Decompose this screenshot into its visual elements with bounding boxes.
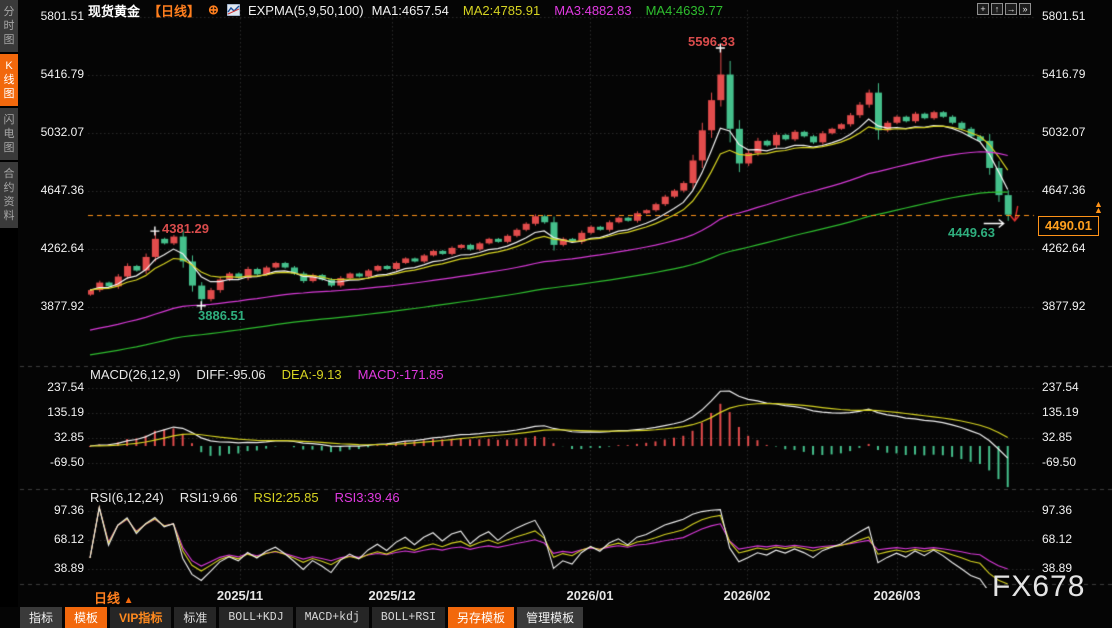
macd-header-row: MACD(26,12,9) DIFF:-95.06 DEA:-9.13 MACD… xyxy=(90,367,444,382)
ma-value-ma4: MA4:4639.77 xyxy=(645,2,723,18)
window-tool-icons: + ↑ →» xyxy=(977,3,1031,15)
ma-value-ma3: MA3:4882.83 xyxy=(554,2,632,18)
rsi-axis-tick-l-0: 97.36 xyxy=(53,503,84,517)
rsi-header-row: RSI(6,12,24) RSI1:9.66 RSI2:25.85 RSI3:3… xyxy=(90,490,400,505)
toolbar-vip-indicator[interactable]: VIP指标 xyxy=(110,607,172,628)
pan-icon[interactable]: + xyxy=(977,3,989,15)
x-axis-row: 日线 ▲ 2025/11 2025/12 2026/01 2026/02 2026/03 xyxy=(0,585,1112,607)
add-indicator-icon[interactable]: ⊕ xyxy=(208,2,219,17)
rsi-axis-tick-l-1: 68.12 xyxy=(53,532,84,546)
price-axis-tick-r-5: 3877.92 xyxy=(1042,299,1086,313)
macd-macd-value: MACD:-171.85 xyxy=(357,367,444,382)
last-price-tag: 4490.01 xyxy=(1038,216,1099,236)
annotation-trough1: 3886.51 xyxy=(198,308,245,323)
price-axis-tick-l-1: 5416.79 xyxy=(40,67,84,81)
macd-title: MACD(26,12,9) xyxy=(90,367,181,382)
period-label: 【日线】 xyxy=(148,3,201,19)
scale-x-icon[interactable]: → xyxy=(1005,3,1017,15)
x-axis-label-4: 2026/03 xyxy=(873,588,921,603)
indicator-chart-icon xyxy=(226,3,241,17)
ma-values: MA1:4657.54 MA2:4785.91 MA3:4882.83 MA4:463… xyxy=(372,3,723,18)
macd-diff-value: DIFF:-95.06 xyxy=(196,367,266,382)
price-axis-tick-r-4: 4262.64 xyxy=(1042,241,1086,255)
macd-axis-tick-l-1: 135.19 xyxy=(47,405,84,419)
ma-value-ma2: MA2:4785.91 xyxy=(462,2,541,18)
x-axis-label-0: 2025/11 xyxy=(216,588,264,603)
price-axis-tick-r-2: 5032.07 xyxy=(1042,125,1086,139)
watermark: FX678 xyxy=(992,570,1086,603)
sidebar-item-contract-info[interactable]: 合约资料 xyxy=(0,162,18,228)
sidebar-item-lightning-chart[interactable]: 闪电图 xyxy=(0,108,18,160)
sidebar-item-time-chart[interactable]: 分时图 xyxy=(0,0,18,52)
x-axis-label-2: 2026/01 xyxy=(566,588,614,603)
rsi-axis-tick-r-1: 68.12 xyxy=(1042,532,1073,546)
annotation-peak1: 4381.29 xyxy=(162,221,209,236)
toolbar-template[interactable]: 模板 xyxy=(65,607,108,628)
macd-axis-tick-l-2: 32.85 xyxy=(53,430,84,444)
bottom-toolbar: 指标 模板 VIP指标 标准 BOLL+KDJ MACD+kdj BOLL+RSI 另存模板管… xyxy=(0,607,1112,628)
toolbar-macd-kdj[interactable]: MACD+kdj xyxy=(295,607,369,628)
macd-axis-tick-l-0: 237.54 xyxy=(47,380,84,394)
macd-dea-value: DEA:-9.13 xyxy=(281,367,342,382)
price-axis-tick-r-1: 5416.79 xyxy=(1042,67,1086,81)
toolbar-standard[interactable]: 标准 xyxy=(174,607,217,628)
toolbar-manage-template[interactable]: 管理模板 xyxy=(517,607,584,628)
rsi1-value: RSI1:9.66 xyxy=(179,490,238,505)
macd-axis-tick-r-2: 32.85 xyxy=(1042,430,1073,444)
x-axis-label-3: 2026/02 xyxy=(723,588,771,603)
annotation-trough2: 4449.63 xyxy=(948,225,995,240)
rsi-axis-tick-r-0: 97.36 xyxy=(1042,503,1073,517)
price-axis-tick-l-5: 3877.92 xyxy=(40,299,84,313)
macd-axis-tick-r-3: -69.50 xyxy=(1042,455,1077,469)
price-axis-tick-l-3: 4647.36 xyxy=(40,183,84,197)
period-dropdown-icon: ▲ xyxy=(123,595,134,606)
macd-axis-tick-l-3: -69.50 xyxy=(49,455,84,469)
shift-right-icon[interactable]: » xyxy=(1019,3,1031,15)
rsi3-value: RSI3:39.46 xyxy=(334,490,400,505)
price-axis-tick-l-2: 5032.07 xyxy=(40,125,84,139)
chart-header: 现货黄金 【日线】 ⊕ EXPMA(5,9,50,100) MA1:4657.5… xyxy=(88,2,723,19)
period-selector-label: 日线 xyxy=(94,591,121,606)
toolbar-save-template[interactable]: 另存模板 xyxy=(448,607,515,628)
annotation-peak2: 5596.33 xyxy=(688,34,735,49)
price-up-arrow-icon: ▲ ▲ xyxy=(1094,199,1103,215)
expma-label: EXPMA(5,9,50,100) xyxy=(247,2,364,18)
scale-y-icon[interactable]: ↑ xyxy=(991,3,1003,15)
rsi-axis-tick-r-2: 38.89 xyxy=(1042,561,1073,575)
rsi-axis-tick-l-2: 38.89 xyxy=(53,561,84,575)
price-axis-tick-r-3: 4647.36 xyxy=(1042,183,1086,197)
macd-axis-tick-r-1: 135.19 xyxy=(1042,405,1079,419)
symbol-name: 现货黄金 xyxy=(88,3,141,19)
macd-axis-tick-r-0: 237.54 xyxy=(1042,380,1079,394)
rsi2-value: RSI2:25.85 xyxy=(253,490,319,505)
price-axis-tick-r-0: 5801.51 xyxy=(1042,9,1086,23)
price-axis-tick-l-0: 5801.51 xyxy=(40,9,84,23)
rsi-title: RSI(6,12,24) xyxy=(90,490,164,505)
period-selector[interactable]: 日线 ▲ xyxy=(94,588,134,607)
toolbar-boll-kdj[interactable]: BOLL+KDJ xyxy=(219,607,293,628)
x-axis-label-1: 2025/12 xyxy=(368,588,416,603)
ma-value-ma1: MA1:4657.54 xyxy=(371,2,449,18)
toolbar-boll-rsi[interactable]: BOLL+RSI xyxy=(371,607,446,628)
price-axis-tick-l-4: 4262.64 xyxy=(40,241,84,255)
toolbar-indicator[interactable]: 指标 xyxy=(20,607,63,628)
